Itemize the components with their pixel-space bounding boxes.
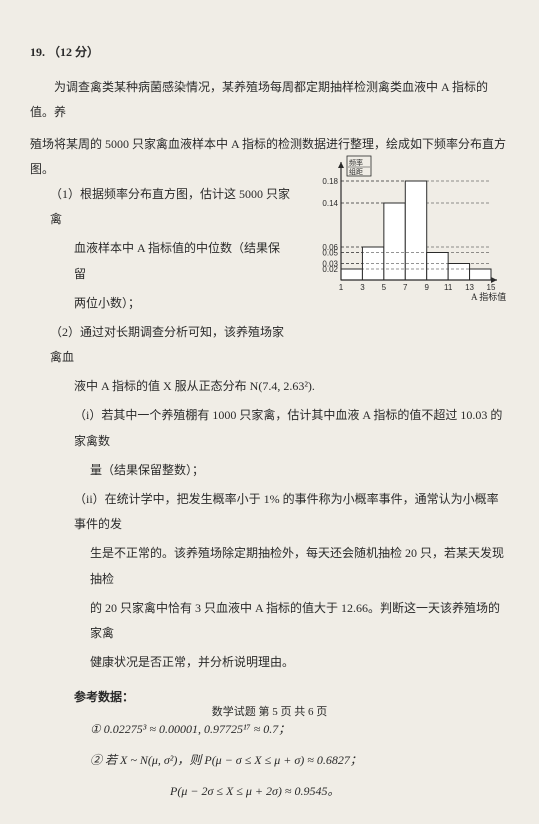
- svg-text:0.18: 0.18: [322, 177, 338, 186]
- svg-text:7: 7: [403, 283, 408, 292]
- intro-line-1: 为调查禽类某种病菌感染情况，某养殖场每周都定期抽样检测禽类血液中 A 指标的值。…: [30, 75, 509, 125]
- histogram-chart: 0.180.140.060.050.030.0213579111315A 指标值…: [309, 150, 509, 310]
- svg-text:11: 11: [444, 283, 453, 292]
- svg-text:1: 1: [339, 283, 344, 292]
- part1-line-c: 两位小数）；: [30, 291, 290, 316]
- question-points: （12 分）: [48, 45, 99, 59]
- svg-text:13: 13: [465, 283, 474, 292]
- part1-line-b: 血液样本中 A 指标值的中位数（结果保留: [30, 236, 290, 286]
- part-i-b: 量（结果保留整数）；: [30, 458, 509, 483]
- part-ii-c: 的 20 只家禽中恰有 3 只血液中 A 指标的值大于 12.66。判断这一天该…: [30, 596, 509, 646]
- page-body: 19. （12 分） 为调查禽类某种病菌感染情况，某养殖场每周都定期抽样检测禽类…: [0, 0, 539, 824]
- ref-3: P(μ − 2σ ≤ X ≤ μ + 2σ) ≈ 0.9545。: [30, 779, 509, 804]
- part-ii-b: 生是不正常的。该养殖场除定期抽检外，每天还会随机抽检 20 只，若某天发现抽检: [30, 541, 509, 591]
- svg-text:9: 9: [424, 283, 429, 292]
- part2-line-b: 液中 A 指标的值 X 服从正态分布 N(7.4, 2.63²).: [30, 374, 320, 399]
- part2-line-a: （2）通过对长期调查分析可知，该养殖场家禽血: [30, 320, 290, 370]
- part-i-a: （i）若其中一个养殖棚有 1000 只家禽，估计其中血液 A 指标的值不超过 1…: [30, 403, 509, 453]
- svg-text:0.05: 0.05: [322, 249, 338, 258]
- ref-2: ② 若 X ~ N(μ, σ²)，则 P(μ − σ ≤ X ≤ μ + σ) …: [30, 748, 509, 773]
- svg-text:15: 15: [487, 283, 496, 292]
- ref-1: ① 0.02275³ ≈ 0.00001, 0.97725¹⁷ ≈ 0.7；: [30, 717, 509, 742]
- svg-text:组距: 组距: [349, 167, 363, 176]
- part-ii-d: 健康状况是否正常，并分析说明理由。: [30, 650, 509, 675]
- svg-text:0.14: 0.14: [322, 199, 338, 208]
- part-ii-a: （ii）在统计学中，把发生概率小于 1% 的事件称为小概率事件，通常认为小概率事…: [30, 487, 509, 537]
- histogram-svg: 0.180.140.060.050.030.0213579111315A 指标值…: [309, 150, 509, 310]
- question-number: 19.: [30, 45, 45, 59]
- part1-line-a: （1）根据频率分布直方图，估计这 5000 只家禽: [30, 182, 290, 232]
- svg-text:3: 3: [360, 283, 365, 292]
- page-footer: 数学试题 第 5 页 共 6 页: [0, 703, 539, 719]
- svg-text:频率: 频率: [349, 158, 363, 167]
- svg-text:0.02: 0.02: [322, 265, 338, 274]
- svg-text:5: 5: [382, 283, 387, 292]
- question-header: 19. （12 分）: [30, 40, 509, 65]
- svg-text:A 指标值: A 指标值: [471, 291, 506, 302]
